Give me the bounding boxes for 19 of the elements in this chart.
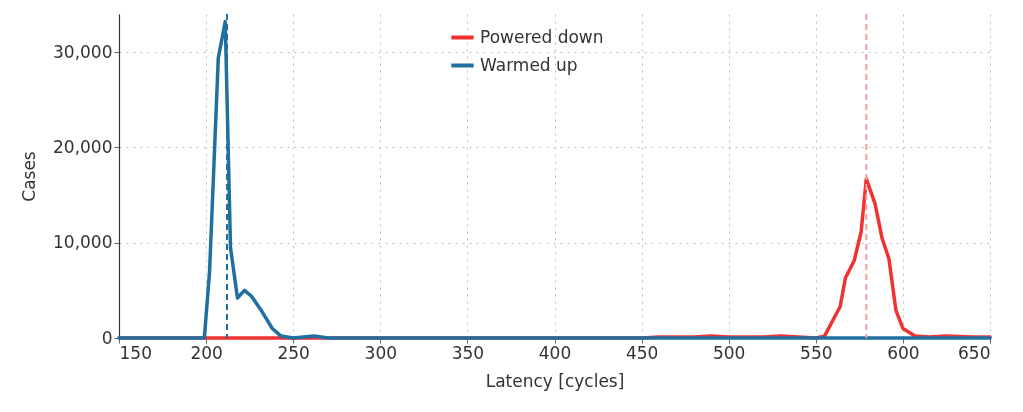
x-tick-label: 650: [958, 342, 991, 363]
x-tick-label: 300: [364, 342, 398, 363]
y-tick-label: 30,000: [53, 41, 113, 62]
x-tick-label: 200: [190, 342, 223, 363]
x-tick-label: 450: [625, 342, 659, 363]
x-tick-label: 150: [119, 342, 152, 363]
y-tick-label: 0: [101, 327, 113, 348]
x-tick-label: 600: [887, 342, 920, 363]
y-tick-label: 20,000: [53, 136, 113, 157]
y-axis-title: Cases: [19, 151, 40, 202]
x-tick-label: 500: [712, 342, 746, 363]
x-tick-label: 400: [538, 342, 572, 363]
x-tick-label: 350: [451, 342, 485, 363]
legend-label: Powered down: [480, 26, 604, 47]
x-axis-title: Latency [cycles]: [485, 370, 625, 391]
legend-label: Warmed up: [480, 54, 578, 75]
x-tick-label: 250: [277, 342, 310, 363]
x-tick-label: 550: [800, 342, 833, 363]
y-tick-label: 10,000: [53, 232, 113, 253]
